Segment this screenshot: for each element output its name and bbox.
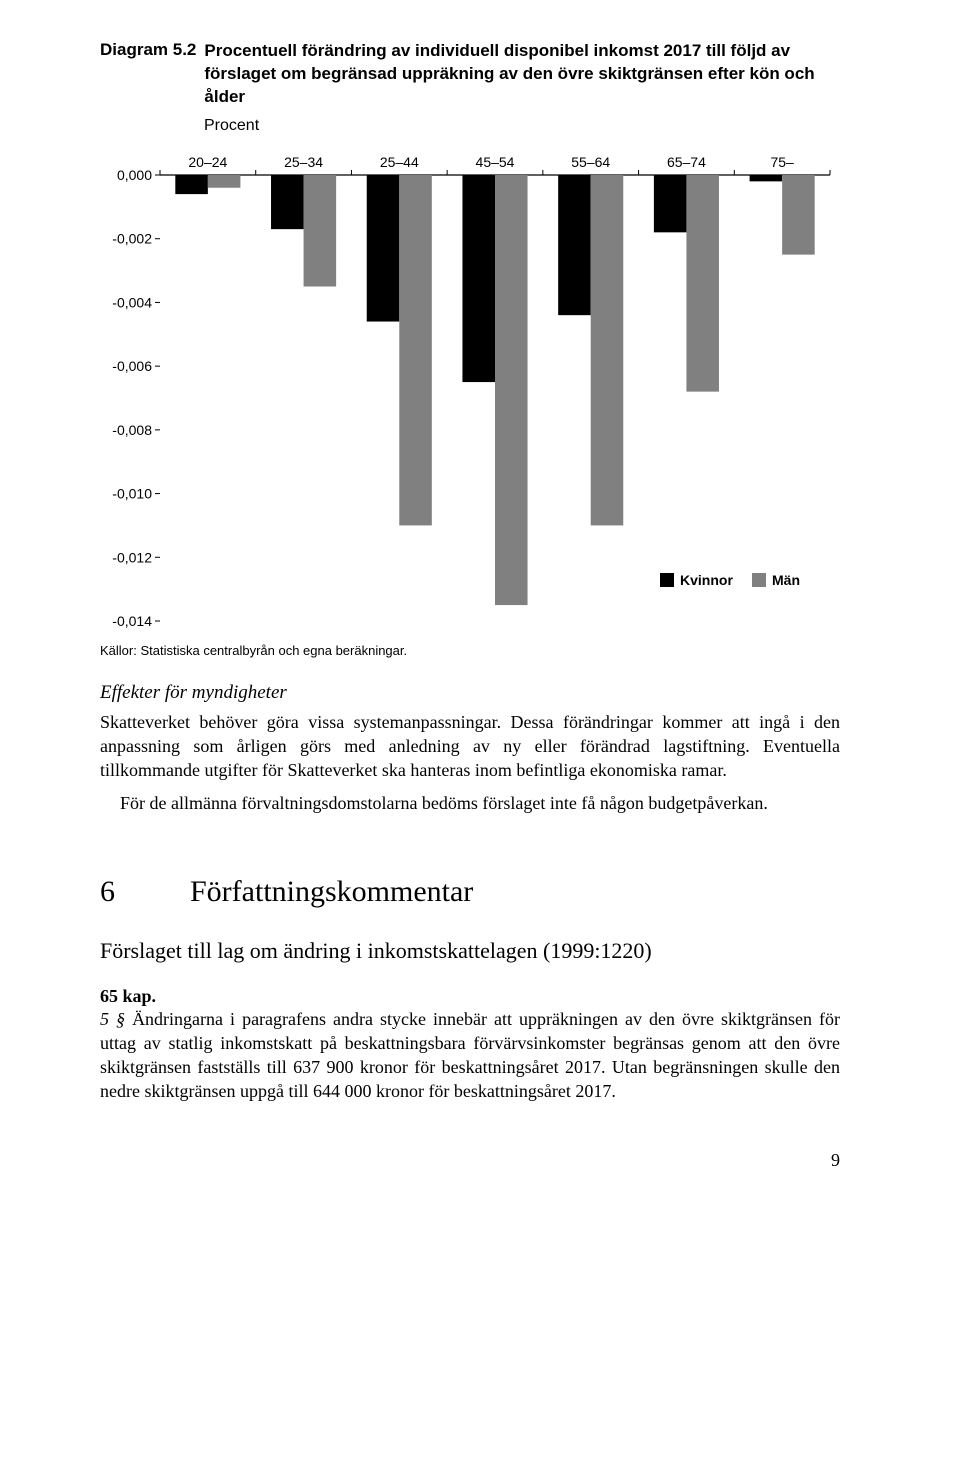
svg-text:20–24: 20–24 [188, 154, 227, 170]
chapter-title: Författningskommentar [190, 875, 473, 909]
svg-text:-0,004: -0,004 [112, 294, 152, 310]
chapter-body-text: Ändringarna i paragrafens andra stycke i… [100, 1009, 840, 1102]
svg-text:75–: 75– [770, 154, 794, 170]
svg-text:Kvinnor: Kvinnor [680, 572, 733, 588]
bar-chart: 0,000 -0,002 -0,004 -0,006 -0,008 -0,010 -0,01… [100, 147, 840, 637]
diagram-subtitle: Procent [204, 117, 840, 135]
svg-text:25–44: 25–44 [380, 154, 419, 170]
svg-text:-0,008: -0,008 [112, 422, 152, 438]
svg-text:45–54: 45–54 [476, 154, 515, 170]
svg-text:-0,006: -0,006 [112, 358, 152, 374]
svg-text:65–74: 65–74 [667, 154, 706, 170]
effects-para-1: Skatteverket behöver göra vissa systeman… [100, 710, 840, 783]
chart-source: Källor: Statistiska centralbyrån och egn… [100, 643, 840, 658]
svg-text:-0,002: -0,002 [112, 231, 152, 247]
svg-text:55–64: 55–64 [571, 154, 610, 170]
svg-text:-0,010: -0,010 [112, 485, 152, 501]
svg-text:Män: Män [772, 572, 800, 588]
chapter-number: 6 [100, 875, 115, 909]
diagram-title: Procentuell förändring av individuell di… [204, 40, 840, 109]
svg-text:25–34: 25–34 [284, 154, 323, 170]
effects-para-2: För de allmänna förvaltningsdomstolarna … [100, 791, 840, 815]
svg-text:-0,014: -0,014 [112, 613, 152, 629]
chapter-body: 5 § Ändringarna i paragrafens andra styc… [100, 1007, 840, 1104]
effects-heading: Effekter för myndigheter [100, 682, 840, 704]
svg-text:-0,012: -0,012 [112, 549, 152, 565]
chapter-subheading: Förslaget till lag om ändring i inkomsts… [100, 937, 840, 966]
diagram-label: Diagram 5.2 [100, 40, 196, 109]
kap-label: 65 kap. [100, 986, 840, 1007]
svg-text:0,000: 0,000 [117, 167, 152, 183]
chart-svg: 0,000 -0,002 -0,004 -0,006 -0,008 -0,010 -0,01… [100, 147, 840, 637]
para-label: 5 § [100, 1009, 125, 1029]
page-number: 9 [100, 1150, 840, 1171]
